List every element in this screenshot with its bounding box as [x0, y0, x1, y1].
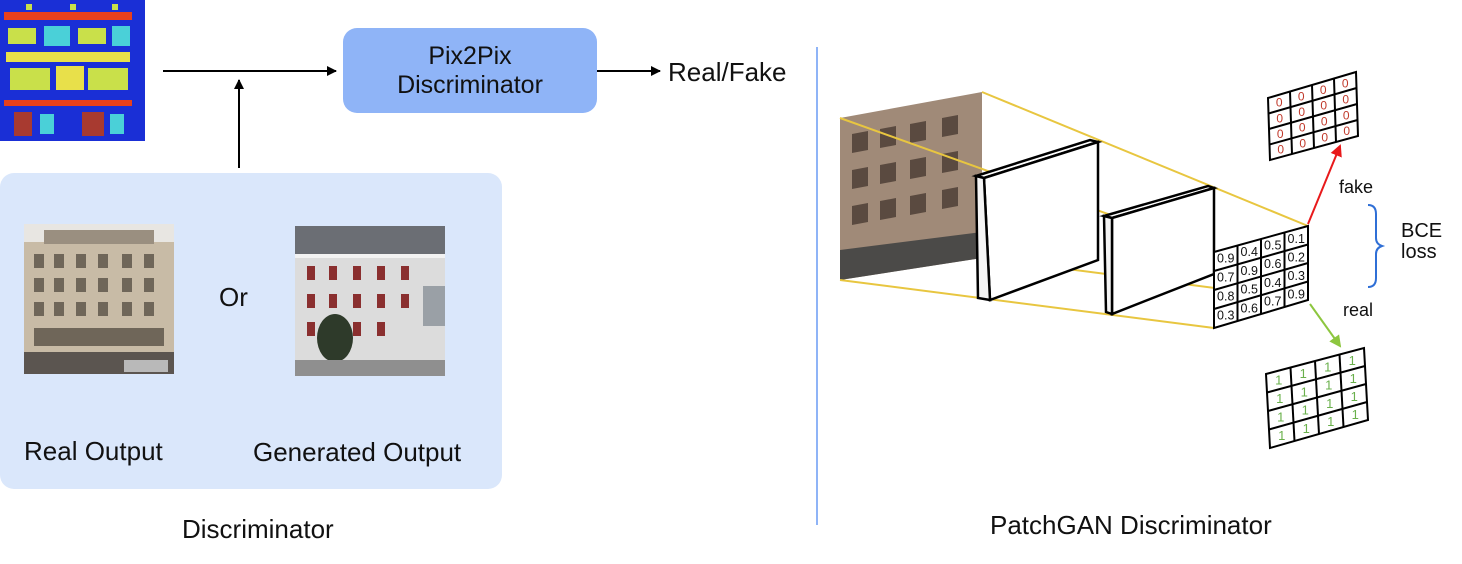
patch-value-1-0: 0.7 — [1217, 271, 1234, 285]
fake-digit-3-3: 0 — [1343, 124, 1350, 138]
patch-value-0-2: 0.5 — [1264, 238, 1281, 252]
patch-value-2-1: 0.5 — [1241, 283, 1258, 297]
real-digit-2-3: 1 — [1351, 389, 1358, 404]
patch-value-0-3: 0.1 — [1288, 232, 1305, 246]
fake-arrow — [1307, 144, 1342, 225]
patch-value-0-1: 0.4 — [1241, 245, 1258, 259]
fake-digit-2-2: 0 — [1321, 114, 1328, 128]
real-digit-3-1: 1 — [1303, 421, 1310, 436]
real-digit-0-2: 1 — [1324, 359, 1331, 374]
bce-line2: loss — [1401, 241, 1437, 263]
real-digit-2-0: 1 — [1277, 409, 1284, 424]
fake-digit-2-1: 0 — [1299, 121, 1306, 135]
patch-value-2-0: 0.8 — [1217, 289, 1234, 303]
real-digit-3-0: 1 — [1278, 428, 1285, 443]
patch-value-3-0: 0.3 — [1217, 308, 1234, 322]
fake-target-digits: 0 0 0 00 0 0 00 0 0 00 0 0 0 — [1276, 76, 1351, 156]
real-digit-0-3: 1 — [1349, 353, 1356, 368]
fake-digit-0-3: 0 — [1342, 76, 1349, 90]
real-digit-3-2: 1 — [1327, 414, 1334, 429]
divider-line — [816, 47, 818, 525]
patch-value-3-3: 0.9 — [1288, 288, 1305, 302]
bce-line1: BCE — [1401, 220, 1443, 242]
fake-digit-3-0: 0 — [1277, 142, 1284, 156]
fake-digit-3-1: 0 — [1299, 136, 1306, 150]
real-digit-1-1: 1 — [1301, 384, 1308, 399]
right-caption: PatchGAN Discriminator — [990, 510, 1272, 540]
patch-value-3-2: 0.7 — [1264, 295, 1281, 309]
conv-block-2 — [1099, 184, 1219, 316]
fake-digit-0-1: 0 — [1298, 89, 1305, 103]
disc-box-line2: Discriminator — [397, 70, 543, 99]
real-digit-2-2: 1 — [1326, 396, 1333, 411]
real-digit-1-2: 1 — [1325, 378, 1332, 393]
fake-digit-0-0: 0 — [1276, 96, 1283, 110]
real-arrow — [1309, 303, 1342, 348]
patch-value-1-2: 0.6 — [1264, 257, 1281, 271]
real-digit-0-0: 1 — [1275, 373, 1282, 388]
real-digit-1-0: 1 — [1276, 391, 1283, 406]
real-output-label: Real Output — [24, 436, 163, 466]
bce-bracket — [1367, 204, 1386, 288]
fake-digit-3-2: 0 — [1321, 130, 1328, 144]
fake-digit-2-3: 0 — [1343, 108, 1350, 122]
patch-value-0-0: 0.9 — [1217, 252, 1234, 266]
fake-target-grid — [1266, 70, 1360, 162]
fake-digit-2-0: 0 — [1277, 127, 1284, 141]
real-digit-2-1: 1 — [1302, 403, 1309, 418]
generated-output-image — [295, 226, 445, 376]
fake-label: fake — [1339, 177, 1374, 197]
fake-digit-1-0: 0 — [1276, 111, 1283, 125]
fake-digit-1-3: 0 — [1342, 92, 1349, 106]
fake-digit-1-2: 0 — [1320, 99, 1327, 113]
fake-digit-0-2: 0 — [1320, 83, 1327, 97]
fake-digit-1-1: 0 — [1298, 105, 1305, 119]
patch-value-2-3: 0.3 — [1288, 269, 1305, 283]
real-fake-label: Real/Fake — [668, 57, 787, 87]
generated-output-label: Generated Output — [253, 437, 462, 467]
bce-loss-label: BCE loss — [1401, 221, 1442, 263]
real-target-grid — [1264, 346, 1370, 450]
disc-box-line1: Pix2Pix — [428, 41, 512, 70]
real-target-digits: 1 1 1 1 1 1 1 1 1 1 1 1 1 1 1 1 — [1275, 353, 1359, 443]
conv-block-1 — [971, 138, 1103, 302]
pix2pix-discriminator-box: Pix2Pix Discriminator — [343, 28, 597, 113]
or-label: Or — [219, 282, 248, 312]
patch-value-1-3: 0.2 — [1288, 250, 1305, 264]
patch-value-3-1: 0.6 — [1241, 301, 1258, 315]
real-digit-3-3: 1 — [1352, 407, 1359, 422]
left-caption: Discriminator — [182, 514, 334, 544]
real-output-image — [24, 224, 174, 374]
real-label: real — [1343, 300, 1374, 320]
patch-output-grid — [1213, 224, 1309, 330]
patch-value-2-2: 0.4 — [1264, 276, 1281, 290]
segmentation-map-image — [0, 0, 145, 141]
real-digit-1-3: 1 — [1350, 371, 1357, 386]
patch-value-labels: 0.9 0.4 0.5 0.1 0.7 0.9 0.6 0.2 0.8 0.5 0.4 0.3 0.3 0… — [1217, 232, 1305, 323]
patch-value-1-1: 0.9 — [1241, 264, 1258, 278]
real-digit-0-1: 1 — [1300, 366, 1307, 381]
